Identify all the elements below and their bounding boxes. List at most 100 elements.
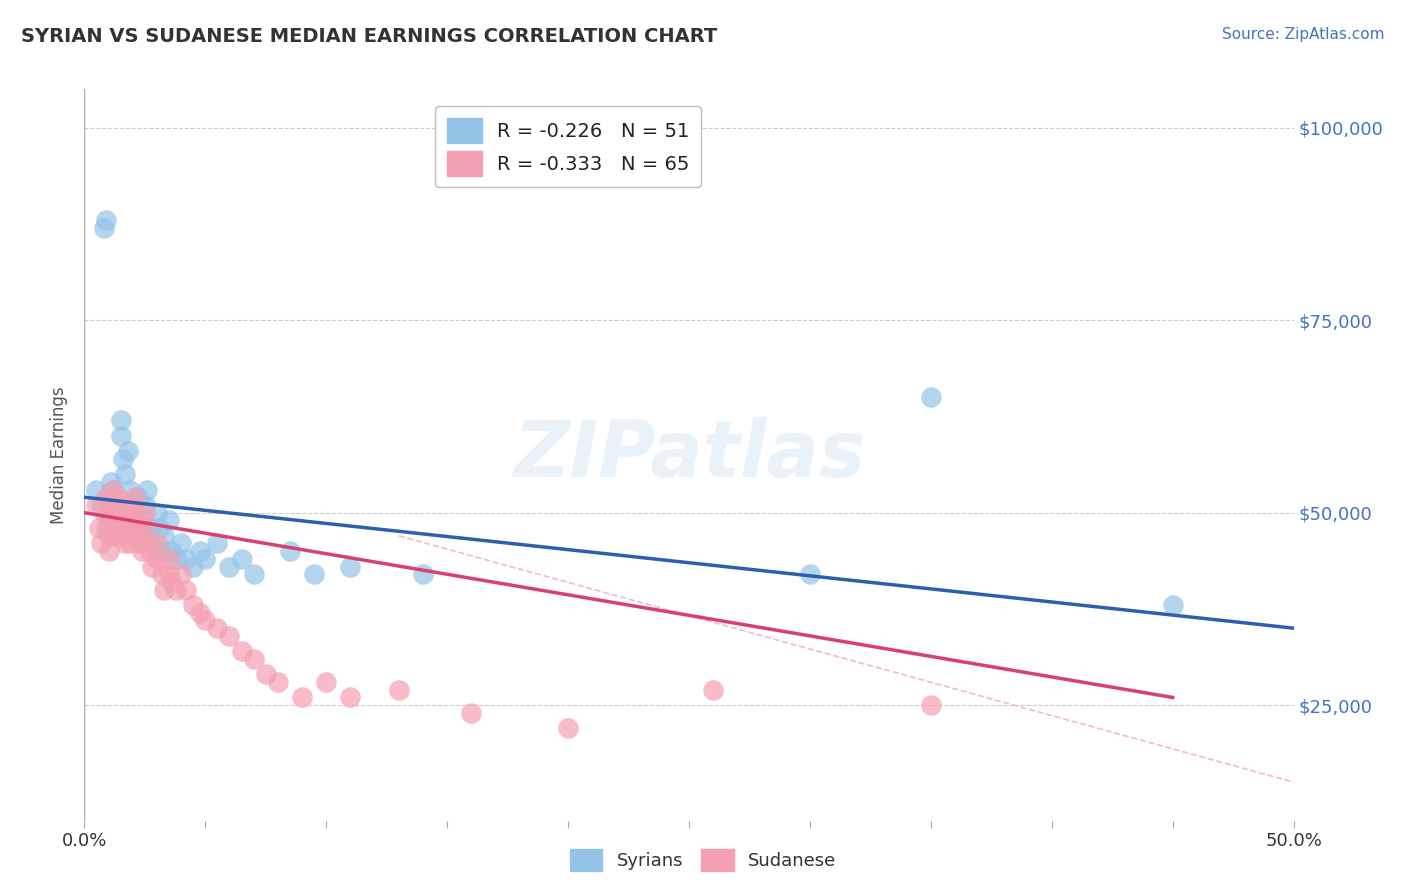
Point (146, 536, 169, 550)
Point (141, 536, 163, 550)
Point (120, 536, 142, 550)
Point (94, 213, 117, 227)
Point (157, 567, 180, 582)
Point (97, 513, 120, 527)
Legend: Syrians, Sudanese: Syrians, Sudanese (562, 842, 844, 879)
Point (107, 513, 129, 527)
Point (100, 521, 122, 535)
Point (153, 582, 176, 597)
Point (194, 614, 217, 628)
Y-axis label: Median Earnings: Median Earnings (51, 386, 69, 524)
Point (93, 506, 115, 520)
Point (112, 451, 135, 466)
Point (460, 706, 482, 720)
Point (146, 506, 169, 520)
Point (86, 483, 108, 497)
Point (557, 721, 579, 735)
Point (170, 567, 193, 582)
Point (165, 582, 187, 597)
Point (87, 521, 110, 535)
Point (90, 498, 112, 512)
Point (170, 536, 193, 550)
Point (97, 544, 120, 558)
Point (134, 529, 156, 543)
Point (190, 544, 212, 558)
Point (124, 490, 146, 504)
Point (104, 513, 127, 527)
Point (242, 567, 264, 582)
Point (110, 513, 132, 527)
Point (207, 621, 229, 635)
Point (278, 544, 301, 558)
Point (153, 529, 176, 543)
Point (121, 498, 143, 512)
Point (121, 529, 143, 543)
Point (291, 690, 314, 705)
Point (117, 506, 139, 520)
Point (231, 552, 253, 566)
Point (157, 513, 180, 527)
Point (97, 529, 120, 543)
Point (110, 413, 132, 427)
Point (138, 544, 160, 558)
Point (141, 559, 163, 574)
Point (157, 552, 180, 566)
Text: ZIPatlas: ZIPatlas (513, 417, 865, 493)
Point (110, 529, 132, 543)
Point (127, 521, 149, 535)
Point (103, 498, 125, 512)
Point (100, 475, 122, 489)
Point (339, 559, 361, 574)
Point (86, 498, 108, 512)
Point (218, 559, 240, 574)
Point (194, 552, 217, 566)
Point (242, 652, 264, 666)
Point (267, 675, 290, 690)
Point (114, 467, 136, 482)
Point (150, 544, 173, 558)
Point (112, 506, 135, 520)
Point (174, 552, 197, 566)
Point (920, 698, 942, 713)
Point (218, 629, 240, 643)
Point (112, 521, 135, 535)
Point (121, 498, 143, 512)
Point (114, 536, 136, 550)
Point (103, 483, 125, 497)
Point (339, 690, 361, 705)
Point (315, 675, 337, 690)
Point (134, 506, 156, 520)
Point (165, 552, 187, 566)
Point (97, 490, 120, 504)
Point (110, 428, 132, 442)
Point (136, 536, 159, 550)
Point (160, 544, 183, 558)
Point (134, 521, 156, 535)
Point (412, 567, 434, 582)
Point (97, 506, 120, 520)
Point (104, 498, 127, 512)
Point (1161, 598, 1184, 612)
Point (90, 536, 112, 550)
Point (190, 606, 212, 620)
Point (117, 521, 139, 535)
Point (121, 529, 143, 543)
Legend: R = -0.226   N = 51, R = -0.333   N = 65: R = -0.226 N = 51, R = -0.333 N = 65 (434, 106, 702, 187)
Point (131, 521, 153, 535)
Point (181, 559, 204, 574)
Text: SYRIAN VS SUDANESE MEDIAN EARNINGS CORRELATION CHART: SYRIAN VS SUDANESE MEDIAN EARNINGS CORRE… (21, 27, 717, 45)
Point (160, 574, 183, 589)
Point (117, 444, 139, 458)
Point (103, 483, 125, 497)
Point (94, 521, 117, 535)
Point (124, 506, 146, 520)
Point (97, 521, 120, 535)
Point (702, 682, 724, 697)
Point (181, 598, 204, 612)
Point (207, 536, 229, 550)
Point (254, 667, 277, 681)
Point (129, 513, 152, 527)
Point (150, 567, 173, 582)
Point (110, 498, 132, 512)
Point (136, 483, 159, 497)
